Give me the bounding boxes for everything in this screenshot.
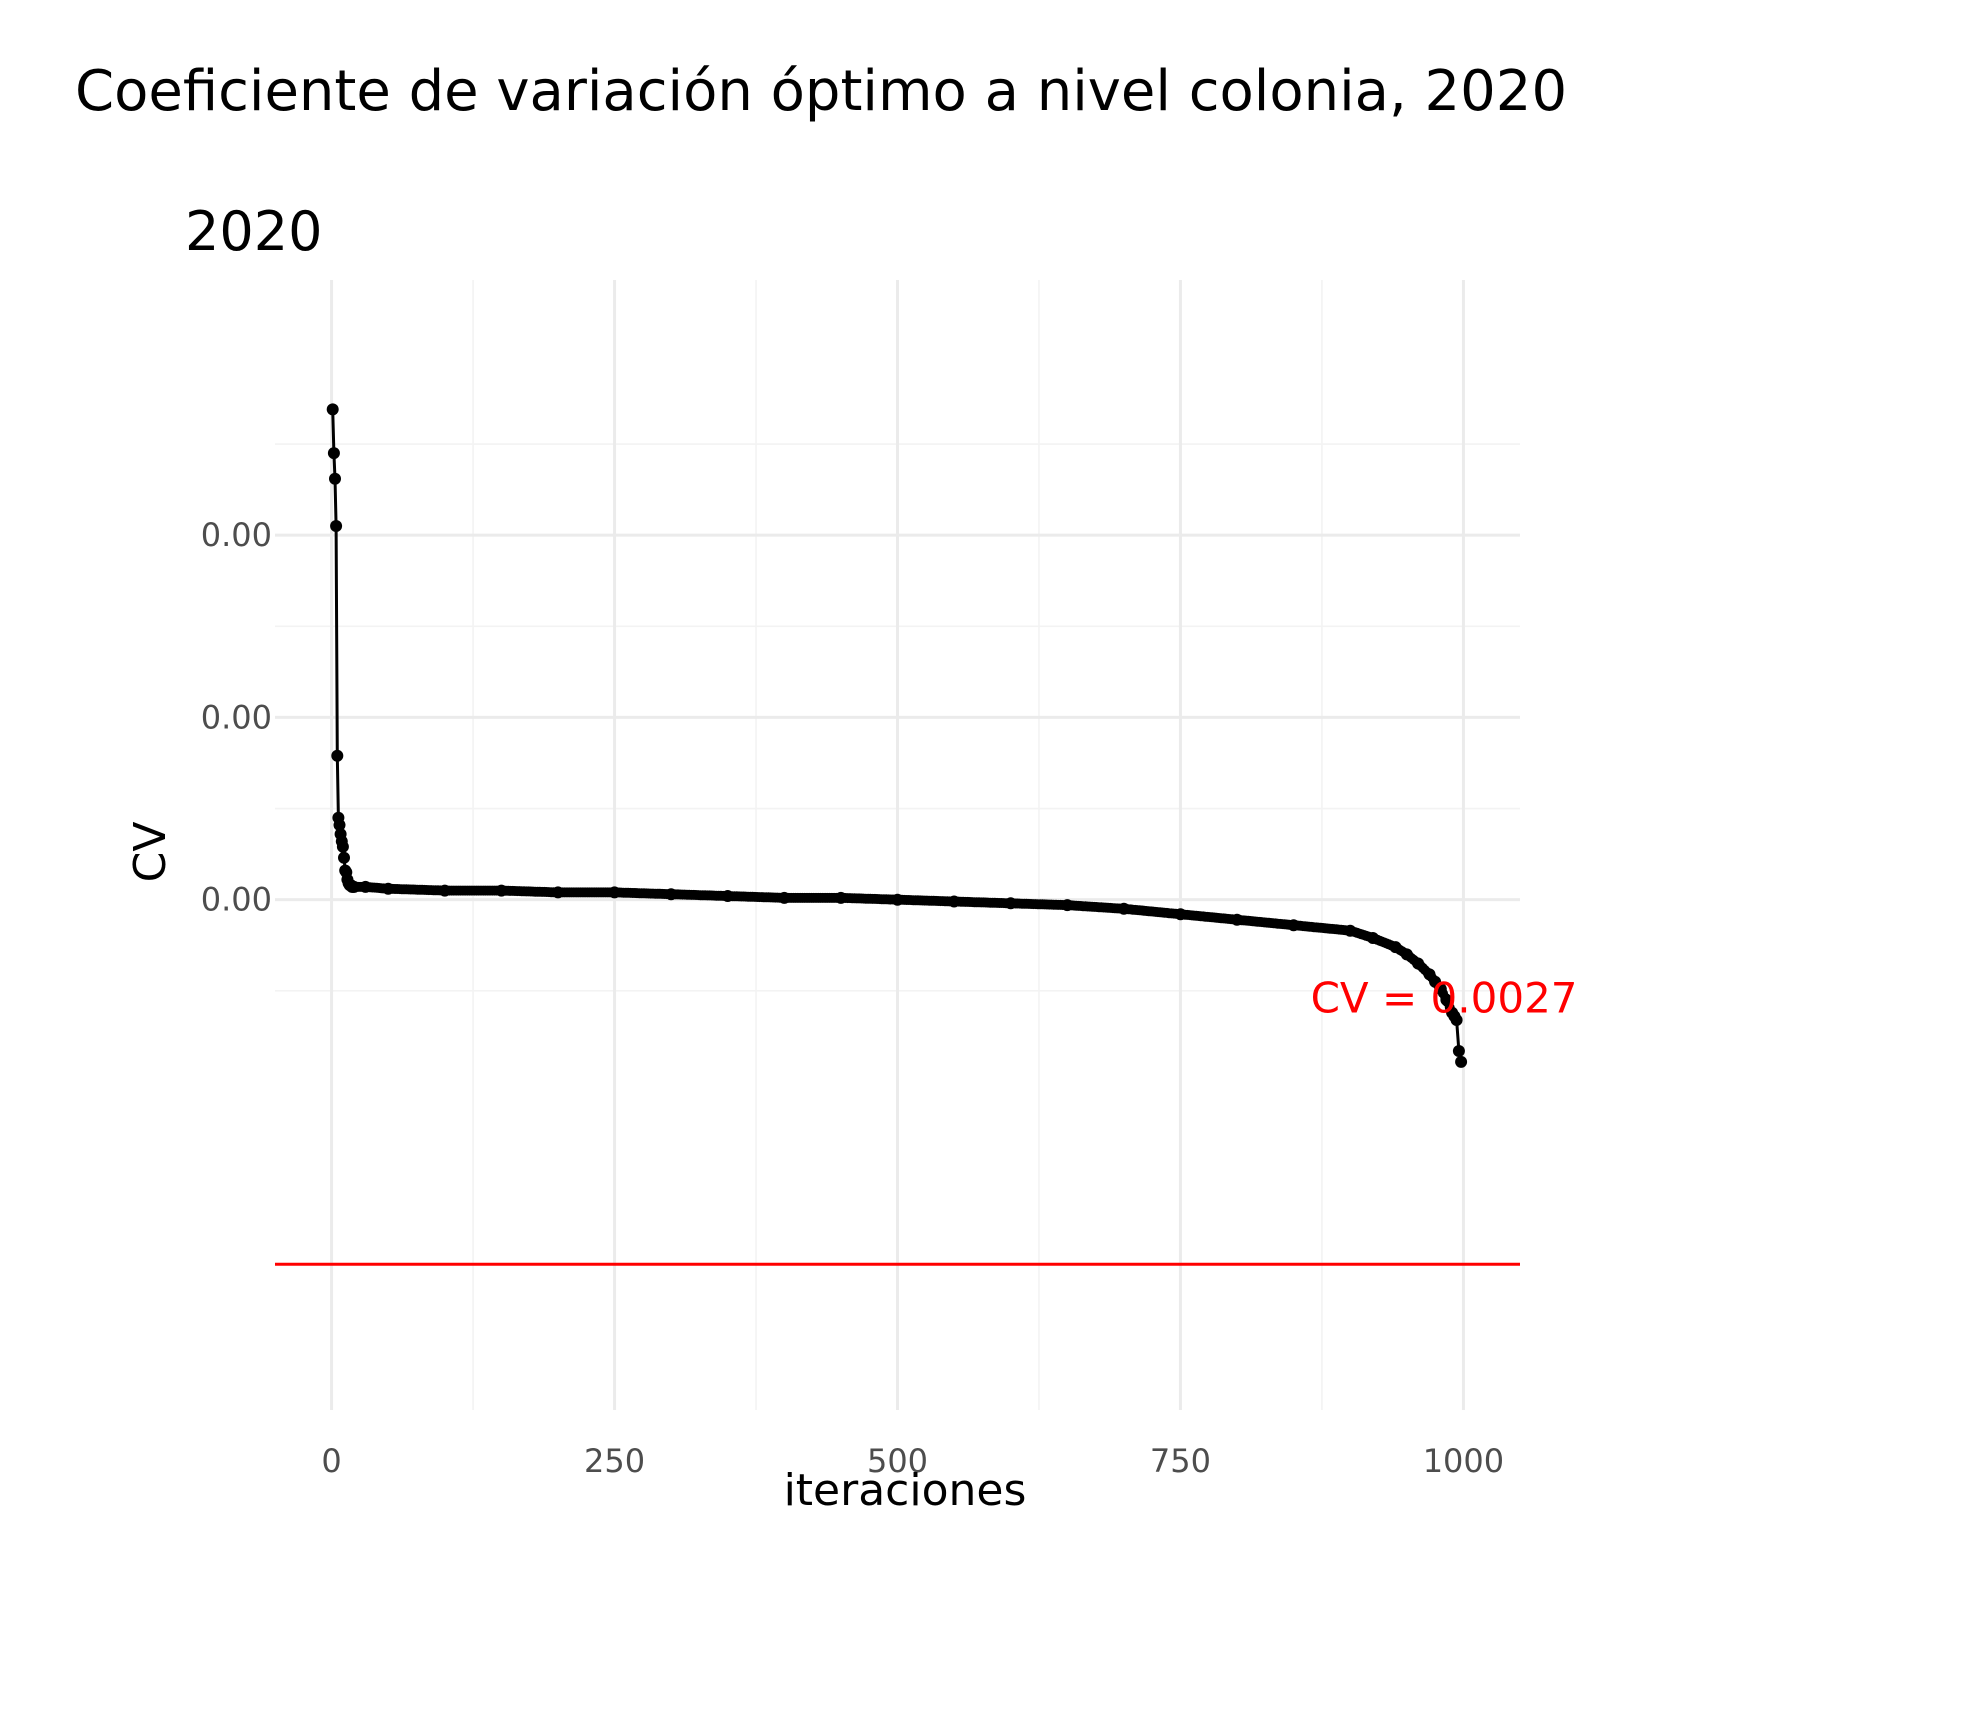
series-point (348, 880, 361, 893)
series-point (1344, 924, 1357, 937)
x-tick-label: 0 (321, 1442, 341, 1480)
series-point (329, 472, 341, 485)
y-axis-ticks: 0.00 0.00 0.00 (201, 516, 272, 919)
series-point (1452, 1045, 1465, 1057)
series-point (338, 851, 350, 864)
series-point (1450, 1014, 1463, 1026)
x-axis-title: iteraciones (784, 1465, 1027, 1516)
series-point (552, 886, 564, 899)
y-tick-label: 0.00 (201, 881, 272, 919)
series-point (1400, 948, 1413, 961)
grid-major (275, 280, 1520, 1410)
chart-title: Coeficiente de variación óptimo a nivel … (75, 59, 1567, 124)
series-point (327, 447, 340, 460)
series-point (330, 520, 343, 532)
x-axis-ticks: 0 250 500 750 1000 (321, 1442, 1504, 1480)
cv-annotation: CV = 0.0027 (1311, 974, 1578, 1023)
chart-subtitle: 2020 (185, 200, 322, 263)
series-point (665, 888, 678, 901)
series-point (1434, 983, 1447, 995)
series-point (438, 884, 451, 897)
series-point (778, 891, 791, 904)
series-point (359, 880, 372, 893)
series-point (495, 884, 508, 897)
series-point (1231, 913, 1243, 926)
y-axis-title: CV (125, 822, 176, 883)
series-point (1412, 957, 1425, 970)
series-point (326, 403, 339, 416)
x-tick-label: 500 (867, 1442, 928, 1480)
series-point (1455, 1055, 1468, 1068)
series-point (331, 749, 344, 762)
series-point (891, 893, 904, 906)
x-tick-label: 1000 (1423, 1442, 1504, 1480)
series-point (608, 886, 621, 899)
series-point (1440, 993, 1453, 1006)
series-point (948, 895, 961, 908)
x-tick-label: 250 (584, 1442, 645, 1480)
x-tick-label: 750 (1150, 1442, 1211, 1480)
y-tick-label: 0.00 (201, 698, 272, 736)
series-point (1366, 932, 1379, 944)
series-point (1287, 919, 1300, 932)
series-point (336, 840, 349, 853)
series-point (1389, 941, 1402, 954)
series-point (1174, 908, 1187, 921)
y-tick-label: 0.00 (201, 516, 272, 554)
annotation-group: CV = 0.0027 (1311, 974, 1578, 1023)
series-point (382, 882, 395, 895)
series-point (1117, 902, 1130, 915)
series-point (834, 891, 847, 904)
series-group (326, 403, 1468, 1068)
series-point (1061, 899, 1074, 912)
series-point (721, 890, 734, 902)
series-point (1004, 897, 1017, 910)
series-point (333, 819, 346, 831)
